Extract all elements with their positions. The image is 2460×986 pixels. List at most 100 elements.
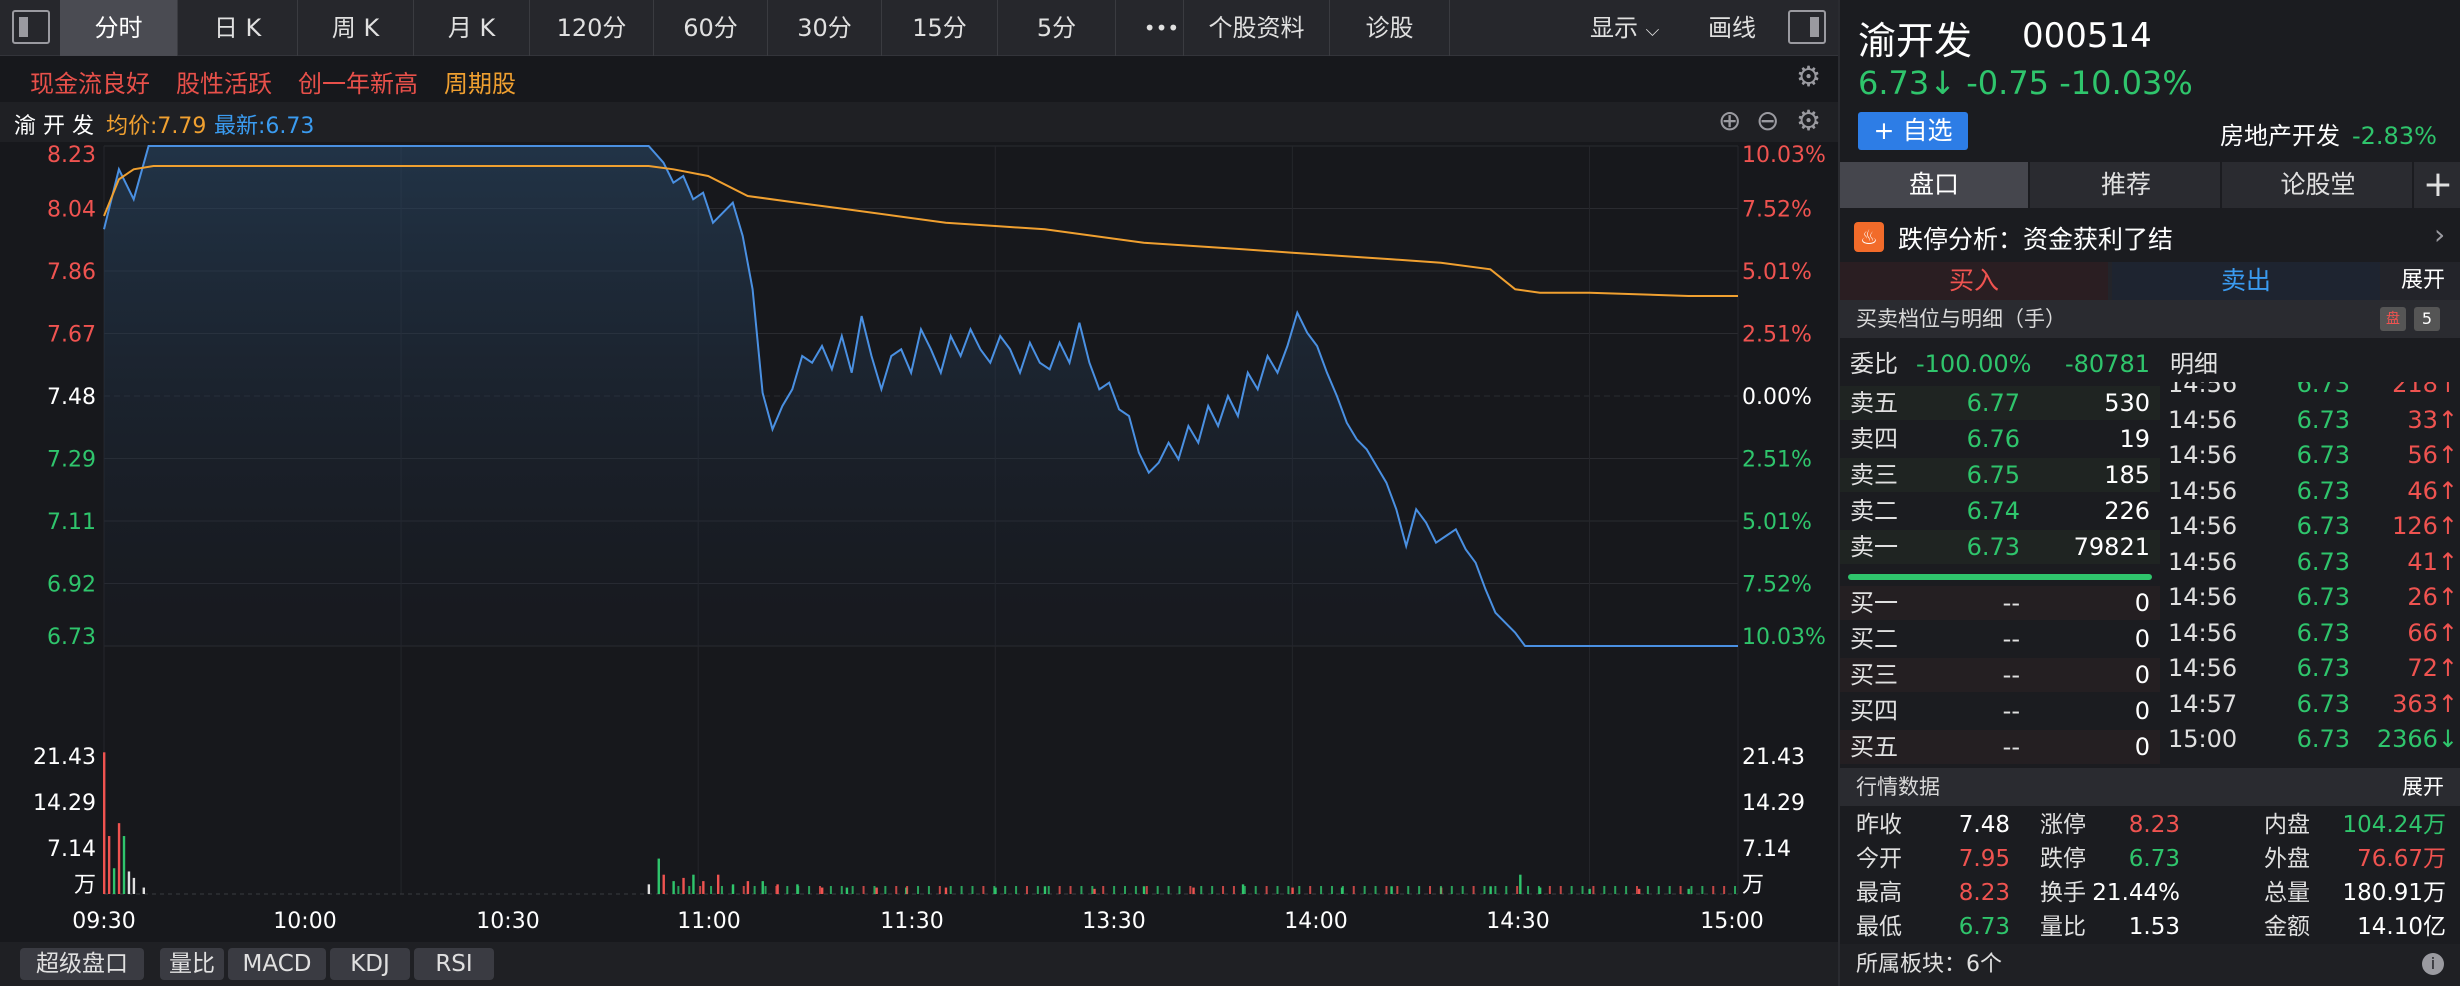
tab-forum[interactable]: 论股堂 bbox=[2224, 162, 2414, 208]
more-button[interactable]: ••• bbox=[1140, 0, 1184, 56]
sell-button[interactable]: 卖出 bbox=[2112, 262, 2380, 300]
volume-bar bbox=[103, 752, 106, 894]
tab-period-0[interactable]: 分时 bbox=[60, 0, 178, 56]
tab-period-6[interactable]: 30分 bbox=[768, 0, 882, 56]
chevron-down-icon: ⌵ bbox=[1645, 20, 1660, 41]
bid-row[interactable]: 买一 -- 0 bbox=[1840, 586, 2160, 620]
zoom-in-icon[interactable]: ⊕ bbox=[1718, 104, 1742, 137]
expand-trade-button[interactable]: 展开 bbox=[2400, 268, 2445, 293]
bid-row[interactable]: 买三 -- 0 bbox=[1840, 658, 2160, 692]
bid-row[interactable]: 买五 -- 0 bbox=[1840, 730, 2160, 764]
tick-list[interactable]: 14:56 6.73 218↑ 14:56 6.73 33↑ 14:56 6.73 56↑ 14:… bbox=[2160, 382, 2460, 768]
level2-icon[interactable]: 盘 bbox=[2380, 307, 2406, 331]
tab-period-2[interactable]: 周 K bbox=[298, 0, 414, 56]
super-orderbook-button[interactable]: 超级盘口 bbox=[20, 948, 144, 980]
intraday-chart[interactable]: 8.23 10.03% 8.04 7.52% 7.86 5.01% 7.67 2.51% 7.4… bbox=[0, 142, 1838, 942]
market-label: 昨收 bbox=[1856, 812, 1902, 838]
tag-cyclical[interactable]: 周期股 bbox=[444, 70, 516, 98]
tick-price: 6.73 bbox=[2296, 476, 2350, 505]
add-watchlist-button[interactable]: + 自选 bbox=[1858, 112, 1968, 150]
sector-link[interactable]: 房地产开发 -2.83% bbox=[2220, 116, 2437, 151]
tick-time: 14:56 bbox=[2168, 405, 2238, 434]
tab-period-5[interactable]: 60分 bbox=[654, 0, 768, 56]
bid-row[interactable]: 买四 -- 0 bbox=[1840, 694, 2160, 728]
volume-bar-minor bbox=[851, 886, 854, 894]
ask-row[interactable]: 卖二 6.74 226 bbox=[1840, 494, 2160, 528]
chart-settings-icon[interactable]: ⚙ bbox=[1796, 104, 1822, 137]
tab-period-7[interactable]: 15分 bbox=[882, 0, 998, 56]
bid-row[interactable]: 买二 -- 0 bbox=[1840, 622, 2160, 656]
zoom-out-icon[interactable]: ⊖ bbox=[1756, 104, 1780, 137]
ask-volume: 226 bbox=[2104, 497, 2150, 525]
ask-volume: 185 bbox=[2104, 461, 2150, 489]
depth-badge[interactable]: 5 bbox=[2414, 307, 2440, 331]
tick-time: 14:56 bbox=[2168, 547, 2238, 576]
bid-label: 买四 bbox=[1850, 697, 1898, 725]
tag-active[interactable]: 股性活跃 bbox=[176, 70, 272, 98]
ask-label: 卖二 bbox=[1850, 497, 1898, 525]
limit-down-analysis[interactable]: ♨ 跌停分析：资金获利了结 › bbox=[1840, 212, 2460, 260]
market-expand-button[interactable]: 展开 bbox=[2402, 775, 2444, 799]
ask-row[interactable]: 卖四 6.76 19 bbox=[1840, 422, 2160, 456]
diagnosis-tab[interactable]: 诊股 bbox=[1330, 0, 1450, 56]
time-tick-label: 13:30 bbox=[1082, 909, 1145, 934]
volume-bar-minor bbox=[1646, 886, 1649, 894]
sidebar-toggle-icon[interactable] bbox=[12, 10, 50, 44]
volume-ratio-button[interactable]: 量比 bbox=[160, 948, 224, 980]
tab-period-4[interactable]: 120分 bbox=[530, 0, 654, 56]
info-icon[interactable]: i bbox=[2422, 953, 2444, 975]
time-tick-label: 14:30 bbox=[1486, 909, 1549, 934]
sector-footer[interactable]: 所属板块：6个 i bbox=[1840, 944, 2460, 986]
ask-volume: 79821 bbox=[2073, 533, 2150, 561]
market-value: 76.67万 bbox=[2357, 846, 2446, 872]
price-tick-label: 8.23 bbox=[47, 143, 96, 168]
tab-recommend[interactable]: 推荐 bbox=[2032, 162, 2222, 208]
volume-bar-minor bbox=[1429, 886, 1432, 894]
volume-bar-minor bbox=[884, 886, 887, 894]
tag-new-high[interactable]: 创一年新高 bbox=[298, 70, 418, 98]
tick-time: 14:57 bbox=[2168, 689, 2238, 718]
display-label: 显示 bbox=[1590, 14, 1638, 42]
volume-bar-minor bbox=[764, 886, 767, 894]
tab-period-1[interactable]: 日 K bbox=[178, 0, 298, 56]
tick-price: 6.73 bbox=[2296, 618, 2350, 647]
draw-button[interactable]: 画线 bbox=[1708, 14, 1756, 42]
ask-row[interactable]: 卖一 6.73 79821 bbox=[1840, 530, 2160, 564]
buy-button[interactable]: 买入 bbox=[1840, 262, 2108, 300]
tab-orderbook[interactable]: 盘口 bbox=[1840, 162, 2030, 208]
market-value: 7.48 bbox=[1958, 812, 2010, 838]
volume-bar bbox=[122, 836, 126, 894]
kdj-button[interactable]: KDJ bbox=[330, 948, 410, 980]
tick-row: 14:56 6.73 56↑ bbox=[2160, 437, 2460, 473]
volume-bar-minor bbox=[797, 886, 800, 894]
profile-tab[interactable]: 个股资料 bbox=[1184, 0, 1330, 56]
tag-cashflow[interactable]: 现金流良好 bbox=[30, 70, 150, 98]
display-dropdown[interactable]: 显示 ⌵ bbox=[1590, 0, 1659, 59]
sector-count: 所属板块：6个 bbox=[1856, 952, 2002, 977]
market-label: 量比 bbox=[2040, 914, 2086, 940]
tab-period-8[interactable]: 5分 bbox=[998, 0, 1116, 56]
volume-bar-minor bbox=[1189, 886, 1192, 894]
ask-row[interactable]: 卖三 6.75 185 bbox=[1840, 458, 2160, 492]
volume-tick-label: 万 bbox=[74, 873, 96, 898]
market-label: 内盘 bbox=[2264, 812, 2310, 838]
volume-bar-minor bbox=[1668, 886, 1671, 894]
market-label: 涨停 bbox=[2040, 812, 2086, 838]
volume-bar bbox=[132, 877, 136, 894]
volume-bar bbox=[142, 887, 146, 894]
right-panel-toggle-icon[interactable] bbox=[1788, 10, 1826, 44]
macd-button[interactable]: MACD bbox=[228, 948, 326, 980]
sector-name: 房地产开发 bbox=[2220, 122, 2340, 150]
rsi-button[interactable]: RSI bbox=[414, 948, 494, 980]
volume-bar-minor bbox=[1124, 886, 1127, 894]
add-tab-icon[interactable]: + bbox=[2416, 162, 2460, 208]
volume-bar-minor bbox=[1385, 886, 1388, 894]
detail-label: 明细 bbox=[2170, 350, 2218, 378]
avg-price-label: 均价:7.79 bbox=[106, 114, 207, 139]
tab-period-3[interactable]: 月 K bbox=[414, 0, 530, 56]
bid-label: 买二 bbox=[1850, 625, 1898, 653]
volume-bar bbox=[776, 884, 779, 894]
ask-row[interactable]: 卖五 6.77 530 bbox=[1840, 386, 2160, 420]
gear-icon[interactable]: ⚙ bbox=[1796, 60, 1822, 93]
